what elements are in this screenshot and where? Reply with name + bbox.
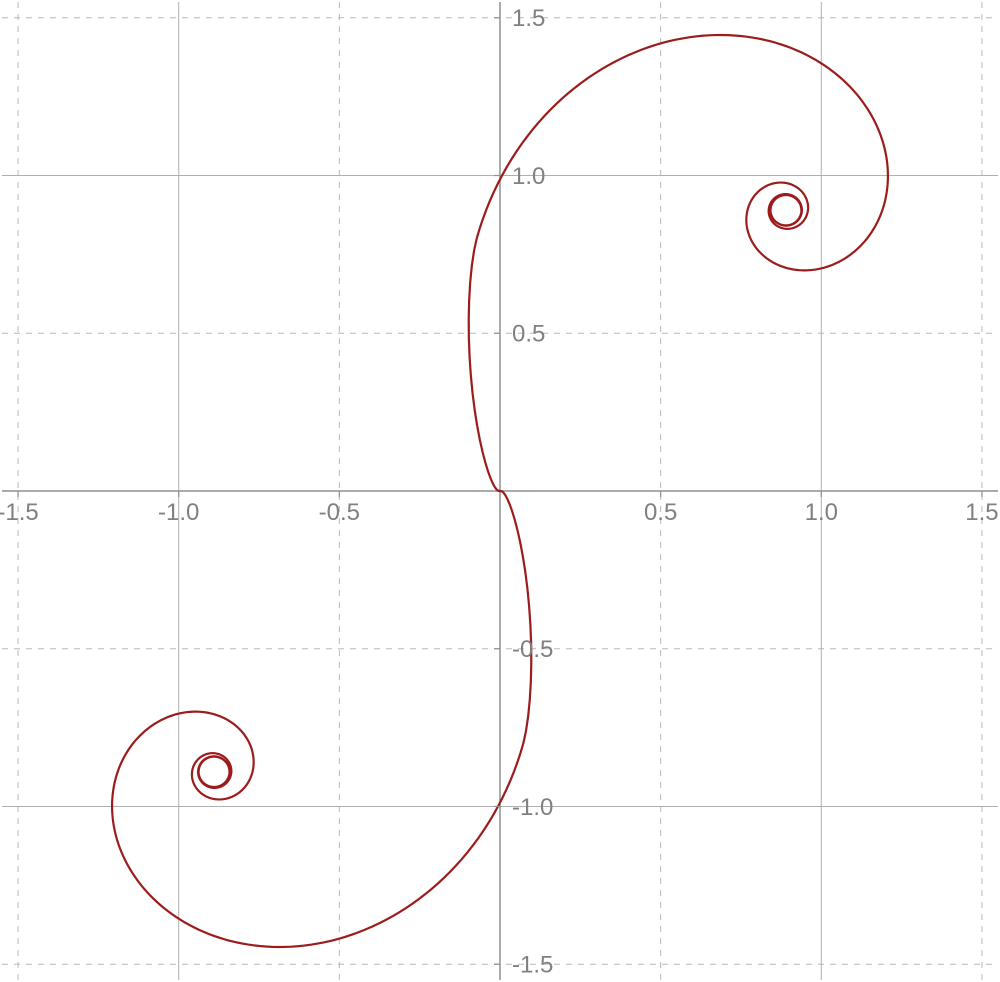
y-tick-label: 0.5 [512, 321, 545, 348]
y-tick-label: -1.5 [512, 952, 553, 979]
x-tick-label: 0.5 [644, 499, 677, 526]
x-tick-label: -0.5 [319, 499, 360, 526]
chart-container: -1.5 -1.0 -0.5 0.5 1.0 1.5 -1.5 -1.0 -0.5 0.5 1.0 1… [0, 0, 1000, 982]
x-tick-label: -1.5 [0, 499, 39, 526]
double-spiral-plot: -1.5 -1.0 -0.5 0.5 1.0 1.5 -1.5 -1.0 -0.5 0.5 1.0 1… [0, 0, 1000, 982]
y-tick-label: -0.5 [512, 636, 553, 663]
y-tick-label: 1.0 [512, 163, 545, 190]
y-tick-label: -1.0 [512, 794, 553, 821]
x-tick-label: -1.0 [158, 499, 199, 526]
x-tick-label: 1.0 [805, 499, 838, 526]
y-tick-label: 1.5 [512, 5, 545, 32]
x-tick-label: 1.5 [965, 499, 998, 526]
